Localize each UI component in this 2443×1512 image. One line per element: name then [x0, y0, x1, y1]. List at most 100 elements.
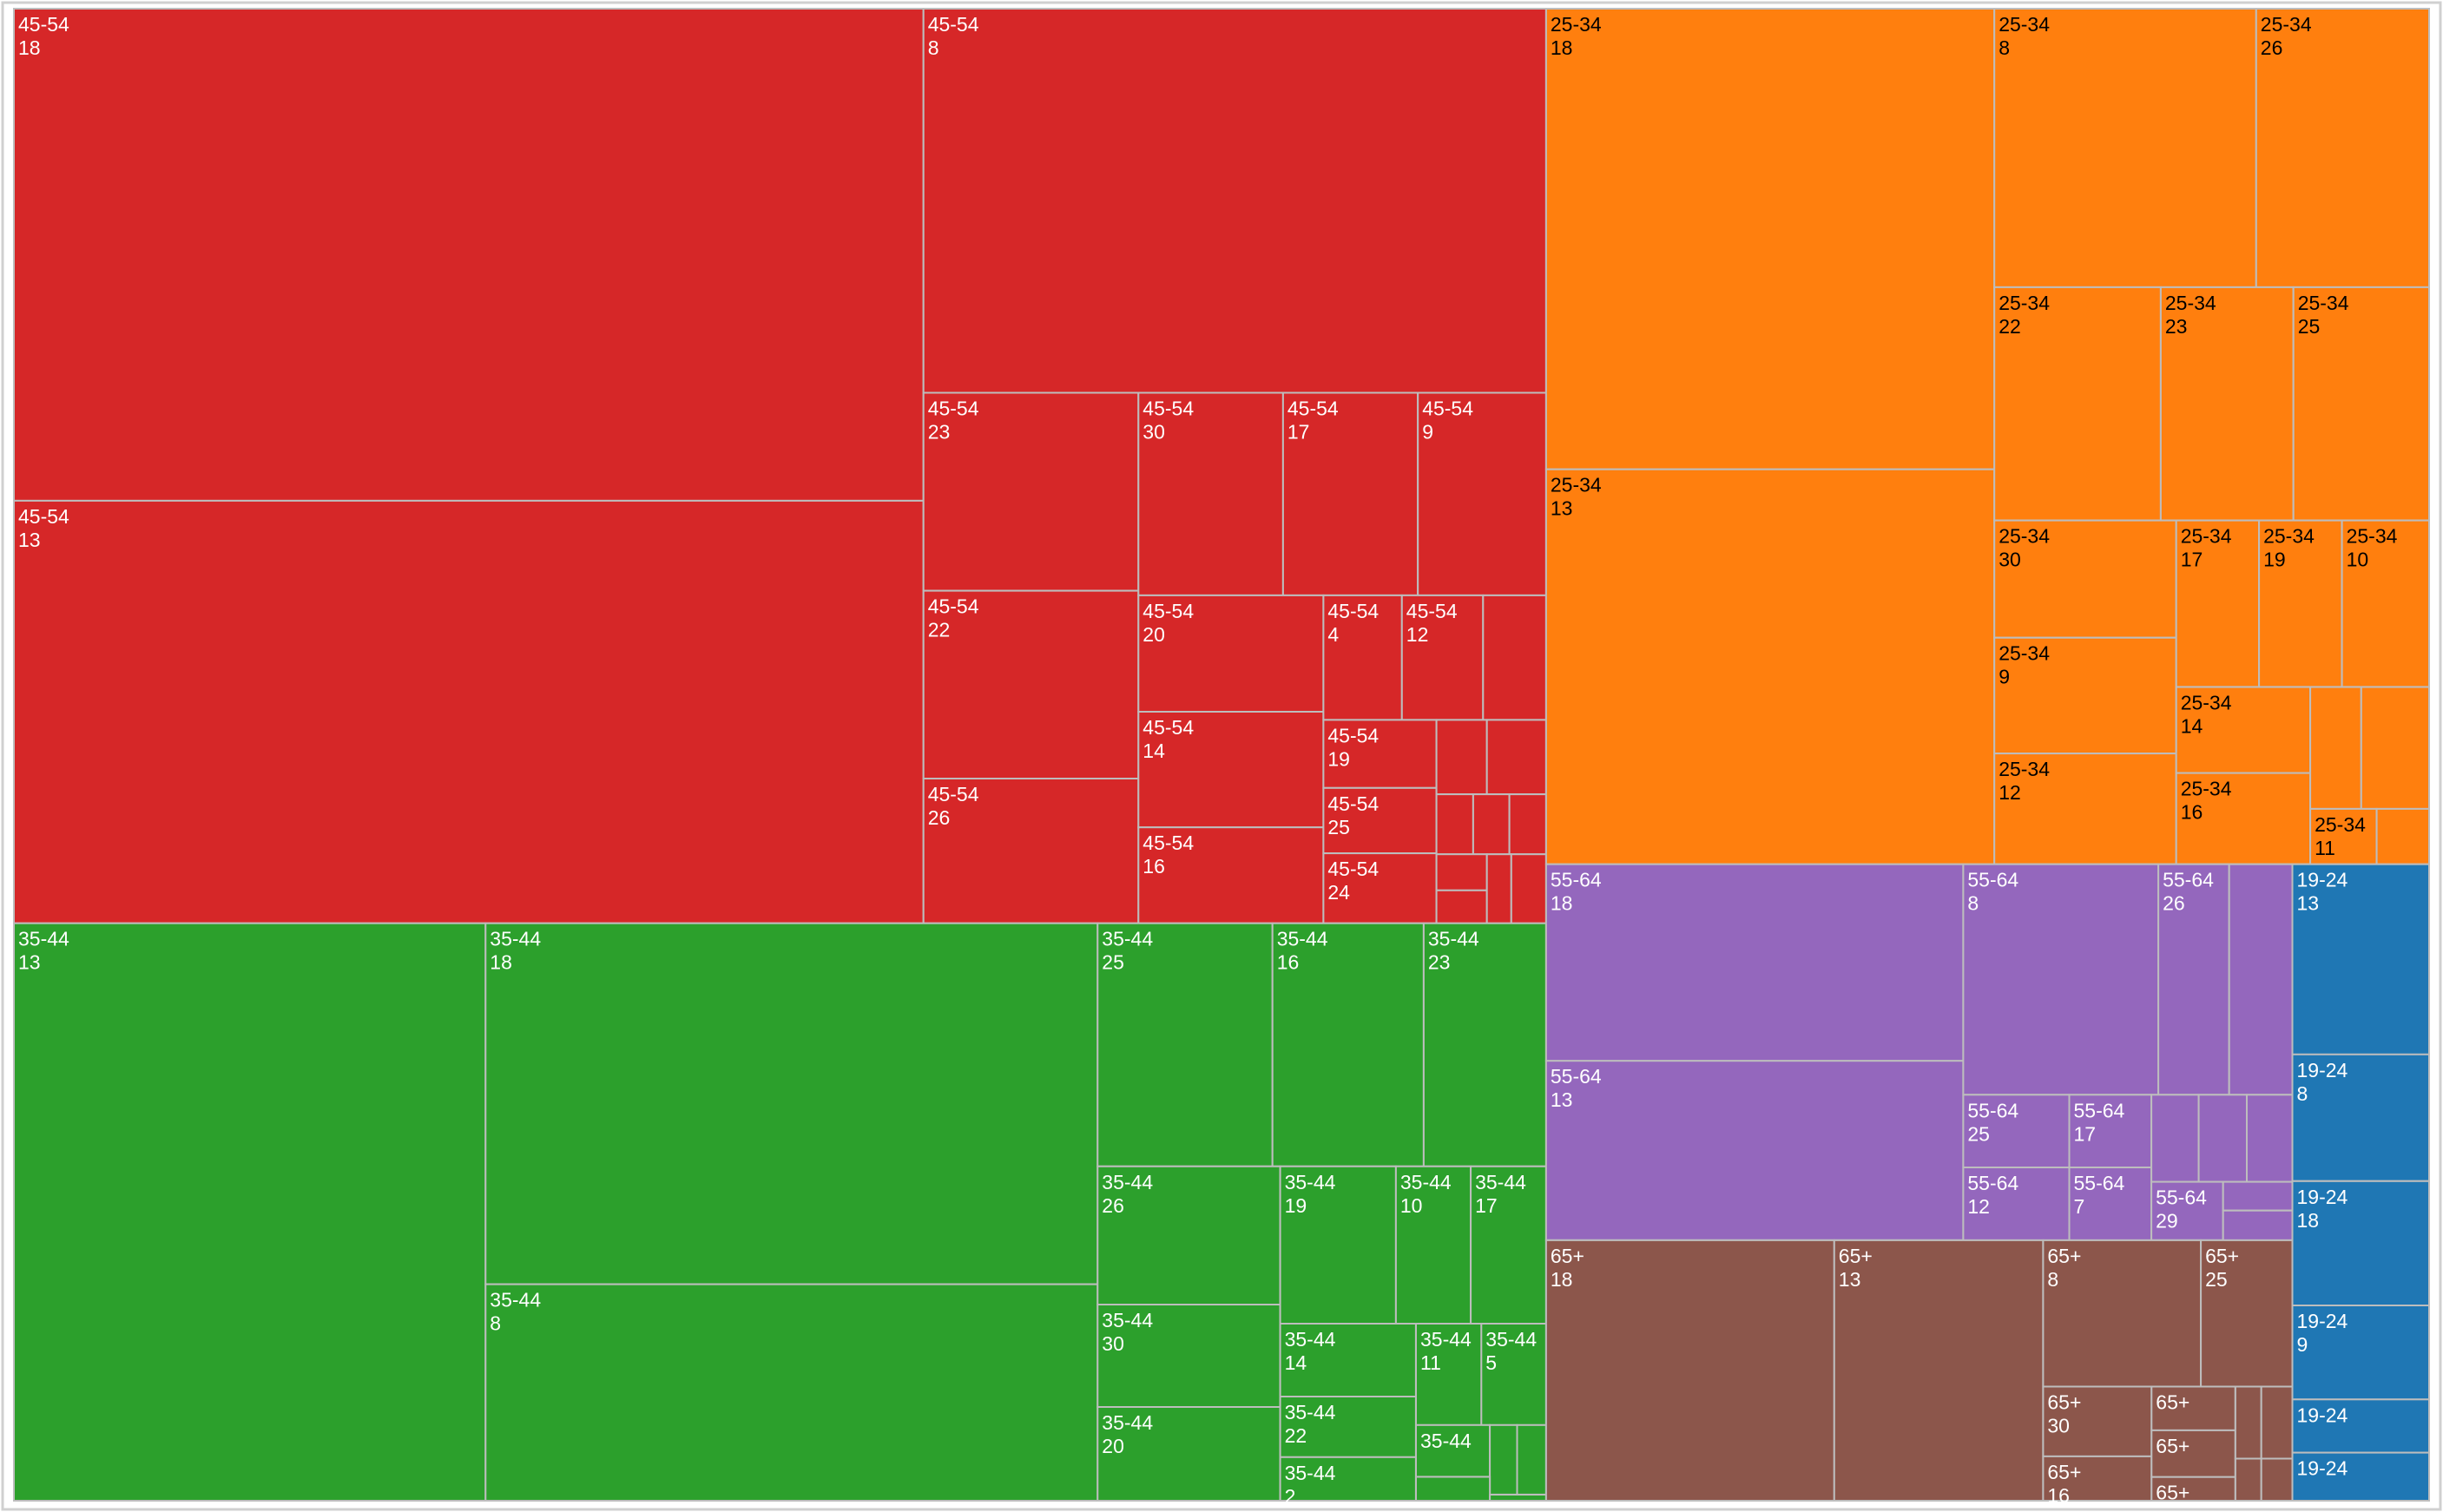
- treemap-cell[interactable]: [1435, 719, 1488, 796]
- treemap-cell[interactable]: [2246, 1094, 2294, 1183]
- treemap-cell[interactable]: 65+16: [2042, 1455, 2153, 1507]
- treemap-cell[interactable]: 65+: [2150, 1385, 2236, 1431]
- treemap-cell[interactable]: [1472, 793, 1511, 856]
- treemap-cell[interactable]: [2222, 1209, 2294, 1241]
- treemap-cell[interactable]: 45-544: [1322, 594, 1403, 721]
- treemap-cell[interactable]: 19-24: [2291, 1451, 2430, 1502]
- treemap-cell[interactable]: 65+13: [1833, 1239, 2045, 1502]
- treemap-cell[interactable]: 55-647: [2068, 1167, 2153, 1241]
- treemap-cell[interactable]: [1482, 594, 1547, 721]
- treemap-cell[interactable]: [2197, 1094, 2249, 1183]
- treemap-cell[interactable]: [2375, 807, 2431, 865]
- treemap-cell[interactable]: [2234, 1385, 2262, 1460]
- treemap-cell[interactable]: 19-249: [2291, 1305, 2430, 1401]
- treemap-cell[interactable]: 65+: [2150, 1476, 2236, 1504]
- treemap-cell[interactable]: 35-448: [484, 1283, 1099, 1502]
- treemap-cell[interactable]: [1516, 1423, 1547, 1496]
- treemap-cell[interactable]: 45-549: [1417, 391, 1547, 596]
- treemap-cell[interactable]: [2309, 686, 2362, 810]
- treemap-cell[interactable]: 25-348: [1993, 8, 2257, 288]
- treemap-cell[interactable]: 35-442: [1279, 1456, 1417, 1508]
- treemap-cell[interactable]: [1508, 793, 1547, 856]
- treemap-cell[interactable]: 35-44: [1415, 1423, 1491, 1478]
- treemap-cell[interactable]: [2360, 686, 2431, 810]
- treemap-cell[interactable]: [1435, 889, 1488, 924]
- treemap-cell[interactable]: [1485, 719, 1547, 796]
- treemap-cell[interactable]: 25-349: [1993, 636, 2177, 755]
- treemap-cell[interactable]: [1489, 1494, 1547, 1502]
- treemap-cell[interactable]: 19-248: [2291, 1053, 2430, 1182]
- treemap-cell[interactable]: [1435, 793, 1474, 856]
- treemap-cell[interactable]: 45-548: [922, 8, 1547, 394]
- treemap-cell[interactable]: 65+: [2150, 1429, 2236, 1478]
- treemap-cell[interactable]: 65+18: [1544, 1239, 1835, 1502]
- treemap-cell[interactable]: [2222, 1180, 2294, 1212]
- treemap-cell[interactable]: 55-648: [1962, 863, 2160, 1096]
- treemap-cell[interactable]: 19-24: [2291, 1398, 2430, 1454]
- treemap-cell[interactable]: [2228, 863, 2294, 1096]
- treemap-cell[interactable]: [1435, 853, 1488, 891]
- treemap-cell[interactable]: [2150, 1094, 2200, 1183]
- treemap-cell[interactable]: [1510, 853, 1547, 924]
- treemap-cell[interactable]: 65+25: [2200, 1239, 2294, 1388]
- treemap-cell[interactable]: [1489, 1423, 1518, 1496]
- treemap-cell[interactable]: 65+8: [2042, 1239, 2203, 1388]
- treemap-cell[interactable]: [1415, 1476, 1491, 1502]
- treemap-cell[interactable]: 65+30: [2042, 1385, 2153, 1457]
- treemap-cell[interactable]: [2260, 1457, 2294, 1502]
- treemap-cell[interactable]: 35-445: [1480, 1323, 1547, 1426]
- treemap-cell[interactable]: [2234, 1457, 2262, 1502]
- treemap-cell[interactable]: [2260, 1385, 2294, 1460]
- treemap-cell[interactable]: [1485, 853, 1512, 924]
